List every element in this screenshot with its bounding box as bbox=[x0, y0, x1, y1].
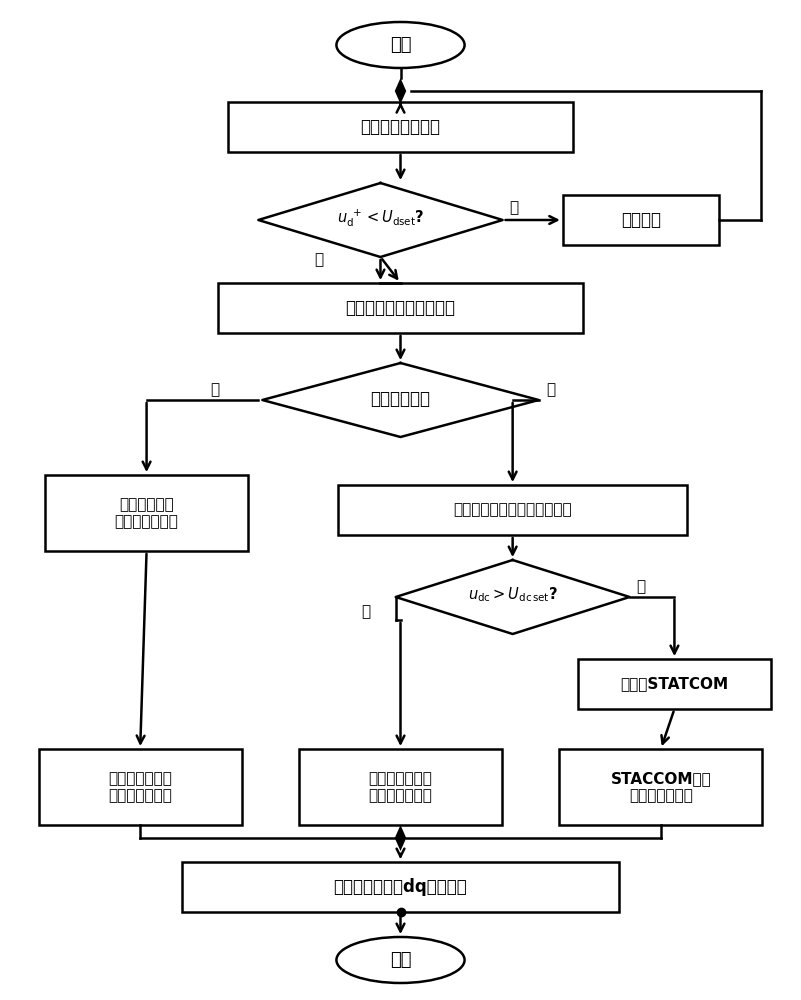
Text: 否: 否 bbox=[636, 580, 646, 594]
Text: 是: 是 bbox=[210, 382, 219, 397]
Text: STACCOM模式
的电流指令计算: STACCOM模式 的电流指令计算 bbox=[610, 771, 711, 803]
Text: 结束: 结束 bbox=[390, 951, 411, 969]
Bar bbox=[559, 749, 762, 825]
Bar bbox=[45, 475, 248, 551]
Bar bbox=[300, 749, 501, 825]
Bar bbox=[578, 659, 771, 709]
Text: 闭锁有功功率
和无功功率外环: 闭锁有功功率 和无功功率外环 bbox=[115, 497, 179, 529]
Text: 否: 否 bbox=[509, 200, 518, 216]
Text: 切换为STATCOM: 切换为STATCOM bbox=[621, 676, 728, 692]
Bar bbox=[228, 102, 573, 152]
Text: 保留电压外环，闭锁无功外环: 保留电压外环，闭锁无功外环 bbox=[453, 502, 572, 518]
Text: 否: 否 bbox=[546, 382, 556, 397]
Text: 是: 是 bbox=[361, 604, 371, 619]
Text: 计时启动及电流限值给定: 计时启动及电流限值给定 bbox=[345, 299, 456, 317]
Text: 双向旋转坐标系dq解耦控制: 双向旋转坐标系dq解耦控制 bbox=[334, 878, 467, 896]
Polygon shape bbox=[395, 825, 406, 851]
Bar bbox=[182, 862, 618, 912]
Text: 定功率控制？: 定功率控制？ bbox=[371, 390, 430, 408]
Text: 数据采集及预处理: 数据采集及预处理 bbox=[360, 118, 441, 136]
Bar bbox=[339, 485, 686, 535]
Polygon shape bbox=[395, 78, 406, 104]
Text: 定电压控制模式
的电流指令计算: 定电压控制模式 的电流指令计算 bbox=[368, 771, 433, 803]
Bar bbox=[218, 283, 582, 333]
Text: 定功率控制模式
的电流指令计算: 定功率控制模式 的电流指令计算 bbox=[108, 771, 172, 803]
Bar bbox=[562, 195, 719, 245]
Text: 是: 是 bbox=[314, 252, 324, 267]
Text: $u_{\mathrm{dc}}>U_{\mathrm{dc\,set}}$?: $u_{\mathrm{dc}}>U_{\mathrm{dc\,set}}$? bbox=[468, 586, 557, 604]
Text: 正常运行: 正常运行 bbox=[621, 211, 661, 229]
Text: $u_{\mathrm{d}}^{\ +}<U_{\mathrm{dset}}$?: $u_{\mathrm{d}}^{\ +}<U_{\mathrm{dset}}$… bbox=[337, 207, 424, 229]
Text: 开始: 开始 bbox=[390, 36, 411, 54]
Bar bbox=[38, 749, 241, 825]
